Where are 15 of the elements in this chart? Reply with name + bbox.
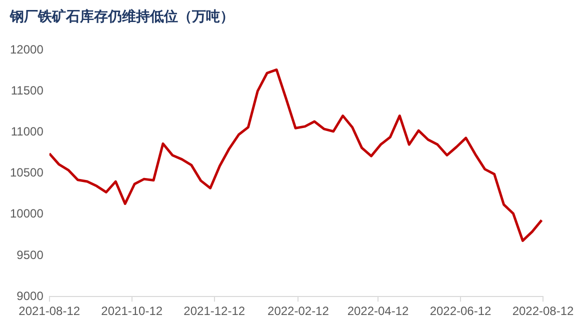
x-tick-label: 2022-04-12 xyxy=(347,304,410,318)
y-tick-label: 12000 xyxy=(10,42,44,56)
y-tick-label: 11500 xyxy=(10,83,44,98)
x-tick-label: 2021-10-12 xyxy=(101,304,163,318)
y-tick-label: 10500 xyxy=(10,166,44,180)
y-tick-label: 9500 xyxy=(16,248,44,262)
chart-title: 钢厂铁矿石库存仍维持低位（万吨） xyxy=(10,8,234,26)
y-tick-label: 11000 xyxy=(10,124,44,139)
x-tick-label: 2022-08-12 xyxy=(512,304,574,318)
y-tick-label: 10000 xyxy=(10,206,44,221)
x-tick-label: 2021-08-12 xyxy=(18,304,80,318)
y-tick-label: 9000 xyxy=(16,288,44,303)
x-tick-label: 2022-06-12 xyxy=(430,304,492,318)
x-tick-label: 2021-12-12 xyxy=(184,304,246,318)
x-tick-label: 2022-02-12 xyxy=(268,304,330,318)
